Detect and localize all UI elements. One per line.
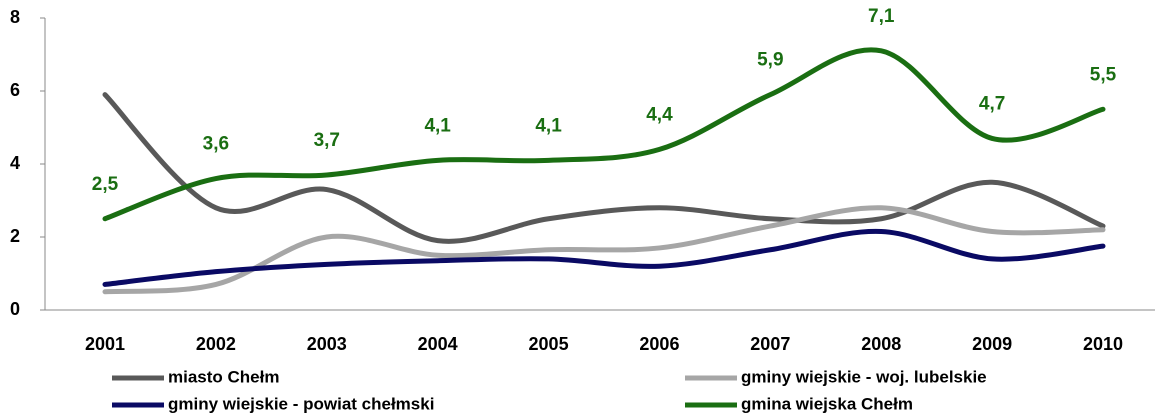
data-label: 3,6: [203, 134, 229, 155]
x-tick-label: 2001: [85, 334, 125, 354]
x-tick-label: 2003: [307, 334, 347, 354]
data-label: 5,5: [1090, 64, 1117, 85]
x-tick-label: 2008: [861, 334, 901, 354]
series-line: [102, 92, 1106, 244]
x-tick-label: 2010: [1083, 334, 1123, 354]
data-label: 5,9: [757, 50, 783, 71]
legend-label: gminy wiejskie - woj. lubelskie: [741, 367, 987, 386]
series-line: [102, 228, 1106, 287]
data-label: 2,5: [92, 174, 119, 195]
x-tick-label: 2009: [972, 334, 1012, 354]
data-label: 4,7: [979, 93, 1005, 114]
x-tick-label: 2007: [750, 334, 790, 354]
legend-label: gminy wiejskie - powiat chełmski: [168, 394, 434, 413]
x-tick-label: 2006: [639, 334, 679, 354]
data-label: 7,1: [868, 6, 895, 27]
legend-label: miasto Chełm: [168, 367, 279, 386]
y-tick-label: 4: [10, 153, 20, 173]
x-tick-label: 2004: [418, 334, 458, 354]
x-tick-label: 2005: [529, 334, 569, 354]
legend-label: gmina wiejska Chełm: [741, 394, 913, 413]
y-tick-label: 0: [10, 299, 20, 319]
data-label: 4,1: [424, 115, 451, 136]
series-line: [102, 47, 1106, 222]
data-label: 4,4: [646, 104, 673, 125]
data-label: 4,1: [535, 115, 562, 136]
y-tick-label: 6: [10, 80, 20, 100]
series-line: [102, 205, 1106, 295]
data-label: 3,7: [314, 130, 340, 151]
y-tick-label: 2: [10, 226, 20, 246]
y-tick-label: 8: [10, 7, 20, 27]
x-tick-label: 2002: [196, 334, 236, 354]
